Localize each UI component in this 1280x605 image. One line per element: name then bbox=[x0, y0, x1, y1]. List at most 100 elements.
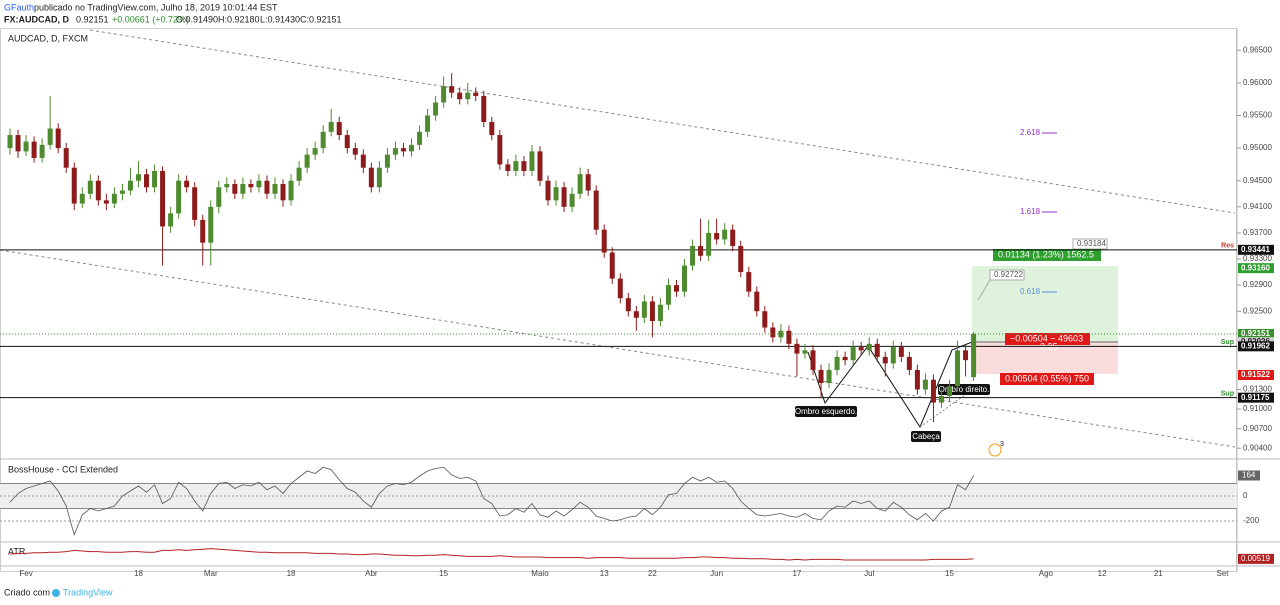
price-badge-label: 0.91522 bbox=[1241, 370, 1270, 379]
target-box bbox=[993, 249, 1101, 261]
candle-body bbox=[328, 122, 334, 132]
y-tick-label: 0.94500 bbox=[1243, 176, 1272, 185]
candle-body bbox=[698, 245, 704, 256]
x-tick-label: 18 bbox=[134, 569, 143, 578]
candle-body bbox=[280, 184, 286, 201]
stop-zone bbox=[972, 342, 1118, 374]
candle-body bbox=[384, 154, 390, 168]
candle-body bbox=[441, 86, 447, 103]
y-tick-label: 0.90400 bbox=[1243, 443, 1272, 452]
candle-body bbox=[665, 285, 671, 305]
trend-line bbox=[0, 249, 1236, 448]
candle-body bbox=[264, 180, 270, 194]
price-badge bbox=[1238, 328, 1274, 339]
price-badge bbox=[1238, 341, 1274, 352]
symbol: FX:AUDCAD, D bbox=[4, 14, 69, 24]
candle-body bbox=[930, 379, 936, 403]
entry-box bbox=[1005, 333, 1090, 345]
price-badge-label: 0.91175 bbox=[1241, 393, 1270, 402]
candle-body bbox=[762, 311, 768, 328]
candle-body bbox=[127, 180, 133, 191]
y-tick-label: 0.92900 bbox=[1243, 280, 1272, 289]
candle-body bbox=[312, 148, 318, 155]
candle-body bbox=[15, 135, 21, 152]
y-tick-label: 0.94100 bbox=[1243, 202, 1272, 211]
candle-body bbox=[7, 135, 13, 149]
level-label: Sup bbox=[1221, 339, 1234, 346]
candle-body bbox=[240, 184, 246, 194]
candle-body bbox=[433, 102, 439, 116]
alert-icon[interactable] bbox=[988, 443, 1002, 457]
candle-body bbox=[545, 180, 551, 201]
candle-body bbox=[152, 170, 158, 188]
mark-pointer bbox=[977, 279, 991, 301]
candle-body bbox=[465, 92, 471, 100]
candle-body bbox=[938, 396, 944, 403]
high: H:0.92180 bbox=[218, 14, 260, 24]
candle-body bbox=[617, 278, 623, 299]
close: C:0.92151 bbox=[300, 14, 342, 24]
candle-body bbox=[955, 350, 961, 387]
candle-body bbox=[714, 232, 720, 240]
price-badge bbox=[1238, 263, 1274, 274]
y-tick-label: 0.93300 bbox=[1243, 254, 1272, 263]
candle-body bbox=[304, 154, 310, 168]
candle-body bbox=[569, 193, 575, 207]
candle-body bbox=[890, 347, 896, 364]
x-tick-label: Ago bbox=[1039, 569, 1054, 578]
candle-body bbox=[521, 161, 527, 171]
y-tick-label: 0.95500 bbox=[1243, 111, 1272, 120]
candle-body bbox=[649, 301, 655, 322]
x-tick-label: 22 bbox=[648, 569, 657, 578]
candle-body bbox=[601, 229, 607, 253]
x-tick-label: Fev bbox=[19, 569, 32, 578]
pattern-label: Ombro direito. bbox=[939, 385, 990, 394]
candle-body bbox=[392, 148, 398, 155]
y-tick-label: 0.91000 bbox=[1243, 404, 1272, 413]
candle-body bbox=[826, 369, 832, 383]
stop-box bbox=[1000, 373, 1094, 385]
x-tick-label: Jul bbox=[864, 569, 874, 578]
candle-body bbox=[144, 174, 150, 188]
candle-body bbox=[898, 347, 904, 357]
cci-badge bbox=[1238, 470, 1260, 481]
fib-label: 1.618 bbox=[1020, 207, 1041, 216]
y-tick-label: 0.91300 bbox=[1243, 385, 1272, 394]
alert-count: 3 bbox=[1000, 441, 1004, 448]
candle-body bbox=[184, 180, 190, 188]
candle-body bbox=[810, 350, 816, 370]
candle-body bbox=[111, 193, 117, 204]
candle-body bbox=[473, 92, 479, 96]
low: L:0.91430 bbox=[260, 14, 300, 24]
candle-body bbox=[352, 148, 358, 155]
price-badge-label: 0.93160 bbox=[1241, 263, 1270, 272]
atr-badge-label: 0.00519 bbox=[1241, 554, 1270, 563]
x-tick-label: 12 bbox=[1098, 569, 1107, 578]
pattern-label: Cabeça bbox=[912, 432, 940, 441]
author[interactable]: GFauth bbox=[4, 2, 34, 12]
candle-body bbox=[561, 187, 567, 207]
candle-body bbox=[23, 141, 29, 152]
candle-body bbox=[706, 232, 712, 256]
candle-body bbox=[673, 285, 679, 292]
candle-body bbox=[95, 180, 101, 201]
open: O:0.91490 bbox=[176, 14, 218, 24]
published: publicado no TradingView.com, Julho 18, … bbox=[34, 2, 278, 12]
candle-body bbox=[866, 343, 872, 351]
footer-brand[interactable]: TradingView bbox=[63, 587, 113, 597]
candle-body bbox=[754, 291, 760, 312]
x-tick-label: 15 bbox=[945, 569, 954, 578]
candle-body bbox=[103, 200, 109, 204]
candle-body bbox=[794, 343, 800, 354]
mark-label: 0.92722 bbox=[994, 270, 1023, 279]
candle-body bbox=[722, 229, 728, 240]
candle-body bbox=[529, 151, 535, 171]
x-tick-label: 18 bbox=[287, 569, 296, 578]
price-badge-label: 0.92151 bbox=[1241, 329, 1270, 338]
chart-title: AUDCAD, D, FXCM bbox=[8, 33, 88, 43]
candle-body bbox=[858, 347, 864, 351]
candle-body bbox=[730, 229, 736, 246]
x-tick-label: 13 bbox=[600, 569, 609, 578]
